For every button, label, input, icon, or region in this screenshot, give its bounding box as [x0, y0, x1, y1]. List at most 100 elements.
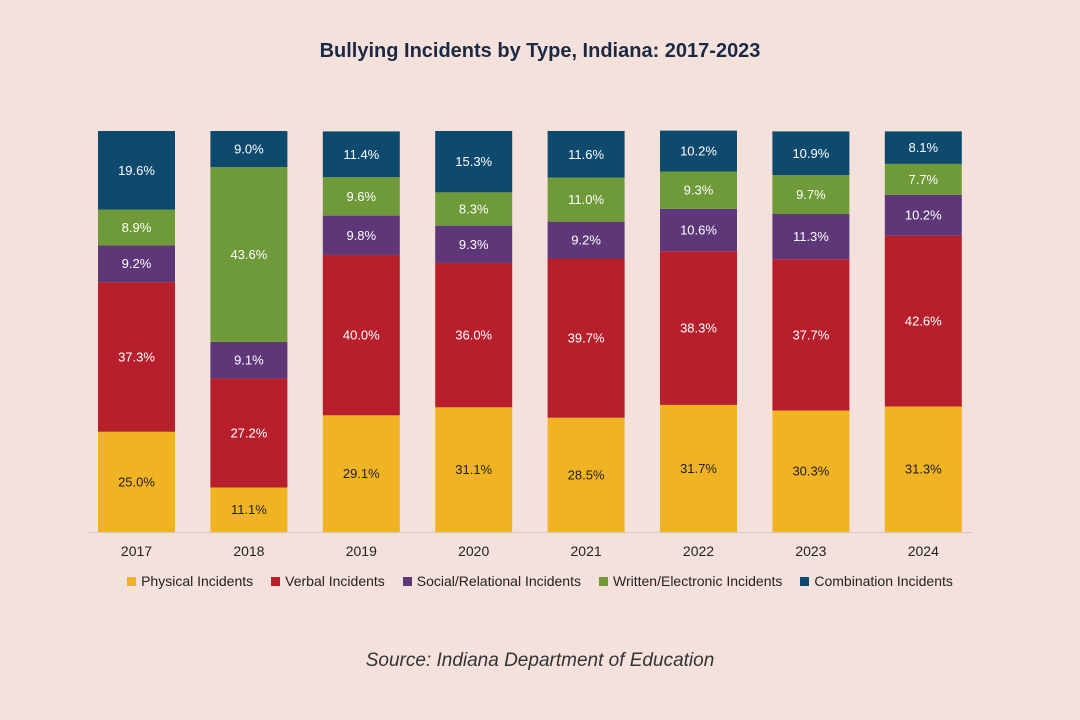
bar-segment: [547, 177, 625, 222]
bar-segment: [435, 131, 513, 193]
bar-segment: [322, 177, 400, 216]
legend-swatch: [127, 576, 137, 586]
bar-segment: [884, 131, 962, 164]
bar-segment: [98, 245, 175, 283]
data-label: 42.6%: [905, 314, 942, 329]
bar-segment: [210, 378, 288, 488]
data-label: 31.7%: [680, 461, 717, 476]
data-label: 9.0%: [234, 142, 264, 157]
bar-segment: [660, 130, 737, 172]
legend-item: Written/Electronic Incidents: [599, 573, 782, 589]
data-label: 9.7%: [796, 187, 826, 202]
bar-segment: [435, 262, 513, 408]
bar-segment: [660, 404, 737, 532]
data-label: 40.0%: [343, 328, 380, 343]
data-label: 36.0%: [455, 328, 492, 343]
data-label: 9.8%: [346, 228, 376, 243]
bar-segment: [210, 487, 288, 532]
bar-segment: [98, 209, 175, 246]
bar-segment: [660, 208, 737, 252]
data-label: 19.6%: [118, 163, 155, 178]
bar-segment: [772, 175, 850, 215]
data-label: 15.3%: [455, 154, 492, 169]
bar-segment: [322, 415, 400, 532]
legend-item: Verbal Incidents: [271, 573, 385, 589]
legend-swatch: [402, 576, 412, 586]
data-label: 37.3%: [118, 349, 155, 364]
data-label: 10.6%: [680, 223, 717, 238]
legend-item: Combination Incidents: [800, 573, 953, 589]
data-label: 11.0%: [568, 192, 604, 207]
legend-label: Combination Incidents: [814, 573, 953, 589]
data-label: 43.6%: [230, 247, 267, 262]
source-note: Source: Indiana Department of Education: [365, 650, 715, 671]
bar-segment: [435, 225, 513, 263]
x-tick-label: 2020: [458, 543, 489, 559]
data-label: 11.6%: [568, 147, 604, 162]
data-label: 7.7%: [908, 172, 938, 187]
x-tick-label: 2018: [233, 543, 264, 559]
data-label: 8.9%: [122, 220, 152, 235]
data-label: 9.6%: [346, 189, 376, 204]
bar-segment: [547, 221, 625, 259]
bar-segment: [772, 410, 850, 532]
bar-segment: [884, 406, 962, 532]
data-label: 30.3%: [792, 464, 829, 479]
bar-segment: [435, 192, 513, 226]
data-label: 38.3%: [680, 321, 717, 336]
legend-label: Verbal Incidents: [285, 573, 385, 589]
bar-segment: [884, 194, 962, 236]
bar-segment: [660, 251, 737, 405]
data-label: 37.7%: [792, 327, 829, 342]
bar-segment: [98, 282, 175, 432]
data-label: 31.1%: [455, 462, 492, 477]
x-tick-label: 2021: [571, 543, 602, 559]
data-label: 27.2%: [230, 425, 267, 440]
chart-title: Bullying Incidents by Type, Indiana: 201…: [319, 40, 761, 62]
bar-segment: [547, 258, 625, 418]
data-label: 25.0%: [118, 474, 155, 489]
bar-segment: [322, 215, 400, 255]
data-label: 31.3%: [905, 462, 942, 477]
data-label: 11.1%: [231, 502, 267, 517]
data-label: 10.9%: [792, 146, 829, 161]
chart-legend: Physical Incidents Verbal Incidents Social…: [0, 573, 1080, 589]
x-tick-label: 2019: [346, 543, 377, 559]
data-label: 11.3%: [793, 229, 829, 244]
legend-swatch: [271, 576, 281, 586]
legend-item: Social/Relational Incidents: [402, 573, 581, 589]
data-label: 9.3%: [459, 237, 489, 252]
bar-segment: [210, 341, 288, 379]
bar-segment: [884, 163, 962, 195]
bar-segment: [772, 214, 850, 260]
bar-segment: [98, 131, 175, 210]
bar-segment: [322, 131, 400, 178]
bar-segment: [884, 235, 962, 407]
data-label: 11.4%: [343, 147, 379, 162]
data-label: 10.2%: [905, 208, 942, 223]
bar-segment: [660, 171, 737, 209]
data-label: 9.1%: [234, 353, 264, 368]
legend-label: Written/Electronic Incidents: [613, 573, 783, 589]
data-label: 29.1%: [343, 466, 380, 481]
legend-swatch: [800, 576, 810, 586]
bar-segment: [547, 131, 625, 178]
bar-segment: [435, 407, 513, 532]
bar-segment: [772, 131, 850, 176]
legend-label: Social/Relational Incidents: [416, 573, 581, 589]
data-label: 9.2%: [122, 256, 152, 271]
bar-segment: [98, 431, 175, 532]
data-label: 9.2%: [571, 233, 601, 248]
data-label: 10.2%: [680, 144, 717, 159]
legend-swatch: [599, 576, 608, 586]
data-label: 28.5%: [568, 467, 605, 482]
data-label: 8.3%: [459, 201, 489, 216]
x-tick-label: 2024: [908, 543, 939, 559]
bar-segment: [210, 167, 288, 342]
data-label: 8.1%: [908, 140, 938, 155]
legend-label: Physical Incidents: [141, 573, 254, 589]
bar-segment: [210, 131, 288, 168]
data-label: 39.7%: [568, 331, 605, 346]
